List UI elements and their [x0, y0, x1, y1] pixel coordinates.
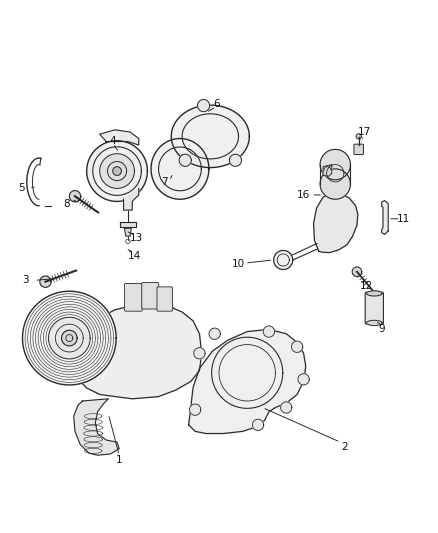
Polygon shape: [78, 303, 201, 399]
Polygon shape: [209, 328, 220, 340]
Text: 6: 6: [213, 99, 220, 109]
FancyBboxPatch shape: [157, 287, 173, 311]
Text: 5: 5: [18, 183, 25, 193]
Text: 16: 16: [297, 190, 310, 200]
Text: 1: 1: [116, 455, 123, 465]
Polygon shape: [356, 134, 361, 139]
FancyBboxPatch shape: [354, 144, 364, 155]
Text: 9: 9: [378, 325, 385, 334]
Text: 14: 14: [128, 251, 141, 261]
Polygon shape: [230, 154, 241, 166]
Polygon shape: [189, 329, 306, 433]
Polygon shape: [74, 399, 119, 455]
Polygon shape: [179, 154, 191, 166]
Polygon shape: [367, 291, 382, 296]
Text: 2: 2: [342, 441, 348, 451]
Polygon shape: [281, 402, 292, 413]
Polygon shape: [61, 330, 77, 346]
Polygon shape: [367, 320, 382, 326]
Text: 12: 12: [360, 281, 373, 291]
Polygon shape: [40, 276, 51, 287]
Polygon shape: [124, 228, 131, 236]
Polygon shape: [323, 165, 332, 176]
Polygon shape: [291, 341, 303, 352]
Polygon shape: [49, 317, 90, 359]
Polygon shape: [124, 188, 139, 210]
Polygon shape: [100, 154, 134, 188]
Text: 13: 13: [130, 233, 143, 243]
Polygon shape: [320, 169, 350, 199]
Polygon shape: [320, 149, 350, 180]
Text: 17: 17: [358, 127, 371, 137]
FancyBboxPatch shape: [142, 282, 159, 309]
FancyBboxPatch shape: [124, 284, 142, 311]
Text: 3: 3: [23, 274, 29, 285]
Polygon shape: [274, 251, 293, 270]
Polygon shape: [198, 100, 210, 111]
Text: 11: 11: [397, 214, 410, 224]
Polygon shape: [120, 222, 136, 228]
Polygon shape: [151, 139, 209, 199]
Polygon shape: [381, 200, 388, 235]
Polygon shape: [100, 130, 139, 145]
Polygon shape: [22, 291, 116, 385]
Polygon shape: [298, 374, 309, 385]
Polygon shape: [352, 267, 362, 277]
Polygon shape: [252, 419, 264, 431]
Polygon shape: [190, 404, 201, 415]
Polygon shape: [171, 105, 249, 167]
Polygon shape: [113, 167, 121, 175]
Text: 4: 4: [110, 136, 116, 146]
FancyBboxPatch shape: [365, 292, 383, 324]
Polygon shape: [263, 326, 275, 337]
Text: 10: 10: [232, 260, 245, 269]
Polygon shape: [194, 348, 205, 359]
Polygon shape: [314, 193, 358, 253]
Polygon shape: [87, 141, 148, 201]
Text: 7: 7: [162, 177, 168, 187]
Polygon shape: [69, 191, 81, 202]
Text: 8: 8: [63, 199, 70, 208]
